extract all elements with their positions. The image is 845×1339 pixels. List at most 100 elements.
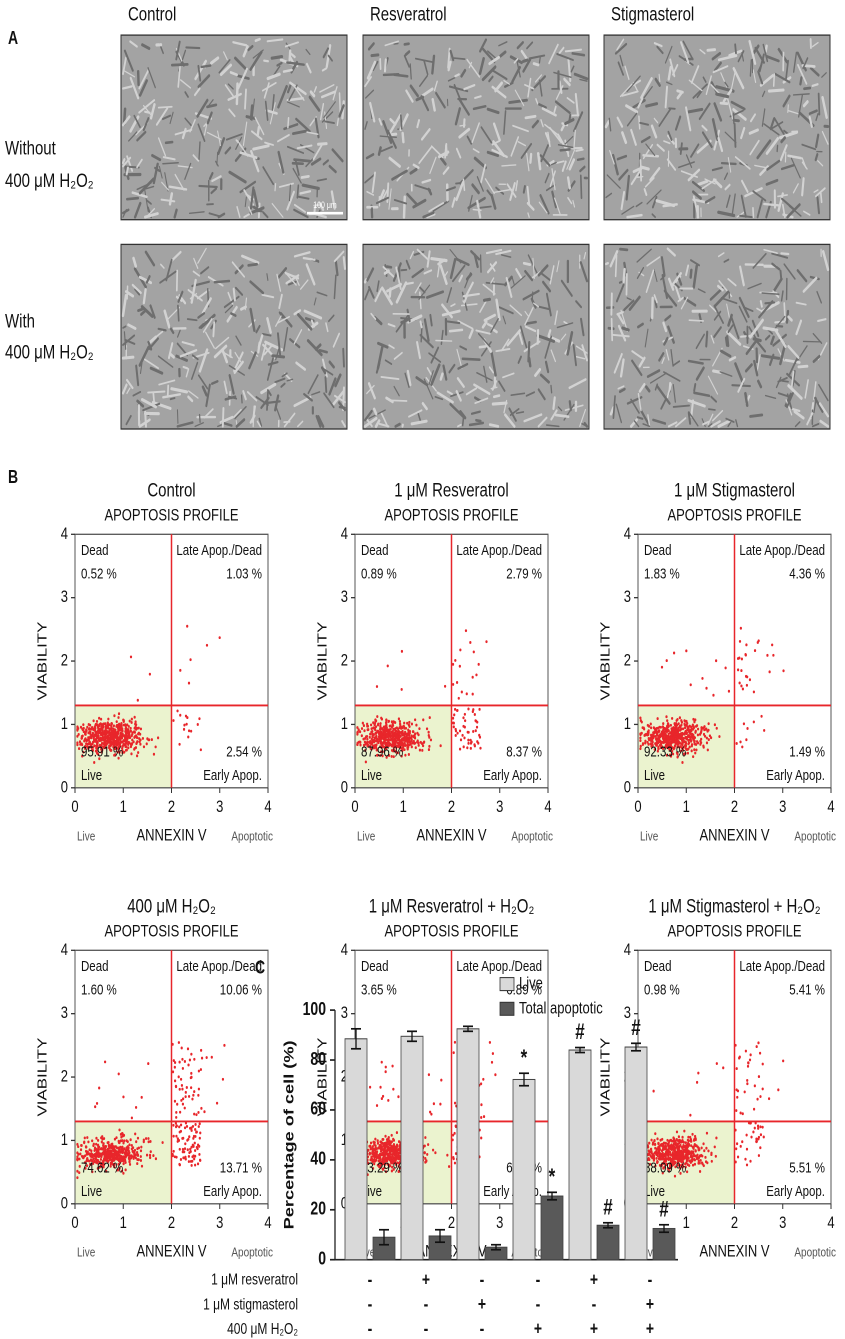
event-dot	[368, 1152, 371, 1156]
cell	[277, 267, 288, 279]
cell	[305, 263, 316, 286]
cell	[803, 210, 811, 216]
cell	[299, 190, 312, 195]
event-dot	[452, 1157, 455, 1161]
cell	[416, 341, 421, 360]
event-dot	[102, 1144, 105, 1148]
event-dot	[654, 734, 657, 738]
event-dot	[406, 741, 409, 745]
cell	[726, 97, 735, 122]
event-dot	[99, 717, 103, 721]
event-dot	[686, 728, 689, 732]
event-dot	[679, 749, 682, 753]
cell	[515, 180, 519, 192]
event-dot	[699, 741, 703, 745]
cell	[170, 387, 189, 394]
cell	[164, 140, 174, 145]
event-dot	[406, 746, 409, 750]
event-dot	[457, 696, 460, 700]
event-dot	[380, 1160, 383, 1164]
cell	[713, 310, 722, 321]
cell	[802, 100, 809, 108]
cell	[573, 111, 584, 133]
event-dot	[93, 739, 96, 743]
event-dot	[384, 1159, 387, 1163]
event-dot	[120, 1169, 124, 1173]
event-dot	[665, 753, 669, 757]
cell	[164, 172, 169, 192]
event-dot	[85, 739, 88, 743]
event-dot	[102, 745, 105, 749]
cell	[141, 43, 151, 51]
cell	[433, 80, 438, 92]
cell	[617, 313, 625, 325]
event-dot	[385, 727, 388, 731]
event-dot	[192, 1134, 196, 1138]
event-dot	[685, 737, 688, 740]
event-dot	[453, 1101, 457, 1105]
cell	[200, 266, 210, 275]
event-dot	[104, 722, 107, 726]
cell	[779, 269, 783, 280]
event-dot	[410, 745, 413, 749]
cell	[537, 264, 549, 277]
cell	[651, 195, 658, 209]
cell	[419, 74, 429, 87]
cell	[415, 376, 429, 387]
cell	[293, 396, 312, 408]
cell	[502, 372, 515, 379]
cell	[266, 273, 269, 281]
event-dot	[398, 726, 401, 730]
cell	[544, 172, 550, 184]
event-dot	[191, 1097, 194, 1101]
cell	[522, 58, 532, 73]
cell	[421, 401, 428, 411]
cell	[322, 159, 329, 166]
cell	[553, 71, 572, 78]
event-dot	[395, 744, 399, 748]
cell	[393, 385, 400, 397]
event-dot	[95, 737, 98, 741]
event-dot	[384, 1156, 388, 1160]
cell	[711, 51, 722, 61]
event-dot	[429, 738, 433, 742]
cell	[425, 290, 445, 299]
cell	[689, 268, 693, 279]
event-dot	[179, 1129, 183, 1133]
cell	[471, 183, 480, 195]
cell	[753, 359, 759, 377]
cell	[283, 326, 289, 352]
cell	[517, 355, 522, 364]
cell	[297, 420, 304, 428]
cell	[579, 165, 586, 173]
cell	[311, 391, 321, 396]
event-dot	[373, 738, 376, 742]
cell	[395, 281, 408, 304]
event-dot	[101, 1135, 104, 1138]
cell	[430, 363, 441, 386]
event-dot	[684, 744, 688, 748]
event-dot	[639, 739, 642, 743]
x-tick-label: 4	[264, 797, 271, 816]
event-dot	[181, 1057, 184, 1061]
cell	[666, 81, 673, 86]
event-dot	[480, 1103, 483, 1107]
cell	[175, 354, 188, 362]
event-dot	[372, 1140, 375, 1144]
event-dot	[115, 720, 118, 724]
event-dot	[119, 737, 122, 741]
event-dot	[382, 1147, 385, 1151]
cell	[453, 83, 463, 105]
cell	[436, 391, 454, 404]
event-dot	[477, 741, 480, 745]
event-dot	[663, 738, 667, 742]
cell	[515, 411, 525, 415]
cell	[190, 278, 197, 304]
x-axis-label: ANNEXIN V	[136, 1242, 206, 1261]
cell	[573, 129, 576, 150]
quadrant-value: 83.29 %	[361, 1159, 403, 1176]
event-dot	[376, 1163, 379, 1167]
event-dot	[381, 1094, 385, 1098]
cell	[307, 374, 319, 395]
event-dot	[171, 1154, 174, 1158]
